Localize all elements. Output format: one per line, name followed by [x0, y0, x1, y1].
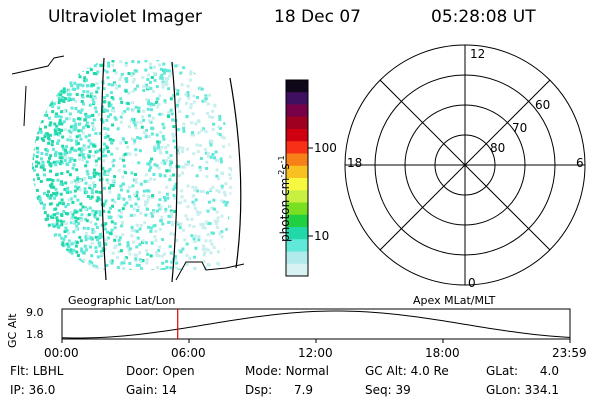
footer-gc-alt: GC Alt: 4.0 Re — [365, 364, 449, 378]
footer-gain: Gain: 14 — [126, 383, 177, 397]
colorbar-cell — [286, 214, 308, 228]
time-tick-0000: 00:00 — [44, 346, 79, 360]
footer-glon: GLon: 334.1 — [486, 383, 559, 397]
time-tick-2359: 23:59 — [552, 346, 587, 360]
colorbar-cell — [286, 141, 308, 154]
footer-door: Door: Open — [126, 364, 195, 378]
colorbar-cell — [286, 129, 308, 142]
timeline-ymin: 1.8 — [26, 328, 44, 341]
footer-glat: GLat: 4.0 — [486, 364, 560, 378]
colorbar-cell — [286, 178, 308, 191]
timeline-ylabel: GC Alt — [6, 313, 19, 348]
mlt-label-0: 0 — [468, 276, 476, 290]
meridian-line-1 — [100, 57, 107, 281]
colorbar-frame — [285, 79, 309, 277]
mlat-label-60: 60 — [535, 98, 551, 112]
time-tick-1800: 18:00 — [425, 346, 460, 360]
timeline-ymax: 9.0 — [26, 306, 44, 319]
colorbar-cell — [286, 263, 308, 277]
coastline-bottom — [175, 261, 245, 281]
colorbar-cell — [286, 227, 308, 240]
footer-seq: Seq: 39 — [365, 383, 411, 397]
colorbar-cell — [286, 104, 308, 118]
colorbar-cell — [286, 116, 308, 130]
coastline — [11, 55, 65, 127]
altitude-curve — [61, 310, 571, 339]
mlt-label-12: 12 — [470, 47, 486, 61]
mlat-label-80: 80 — [490, 141, 506, 155]
instrument-title: Ultraviolet Imager — [48, 7, 202, 27]
mlt-label-6: 6 — [576, 156, 584, 170]
colorbar-cell — [286, 165, 308, 179]
apex-panel-label: Apex MLat/MLT — [413, 294, 496, 307]
mlt-label-18: 18 — [347, 156, 363, 170]
meridian-line-3 — [229, 77, 242, 269]
footer-mode: Mode: Normal — [245, 364, 329, 378]
colorbar-cell — [286, 202, 308, 216]
polar-diagonal-2 — [379, 79, 551, 251]
colorbar-tick-label-100: 100 — [314, 141, 337, 155]
footer-dsp: Dsp: 7.9 — [245, 383, 314, 397]
footer-ip: IP: 36.0 — [10, 383, 56, 397]
geographic-panel-label: Geographic Lat/Lon — [68, 294, 176, 307]
time-tick-1200: 12:00 — [298, 346, 333, 360]
meridian-line-2 — [171, 61, 178, 283]
colorbar-cell — [286, 80, 308, 93]
observation-time: 05:28:08 UT — [431, 7, 536, 27]
mlat-label-70: 70 — [512, 121, 528, 135]
colorbar-cell — [286, 92, 308, 105]
colorbar-cell — [286, 251, 308, 265]
colorbar-cell — [286, 153, 308, 167]
colorbar-cell — [286, 239, 308, 252]
footer-flt: Flt: LBHL — [10, 364, 64, 378]
observation-date: 18 Dec 07 — [274, 7, 361, 27]
time-tick-0600: 06:00 — [171, 346, 206, 360]
colorbar-cell — [286, 190, 308, 203]
colorbar-tick-label-10: 10 — [314, 229, 330, 243]
